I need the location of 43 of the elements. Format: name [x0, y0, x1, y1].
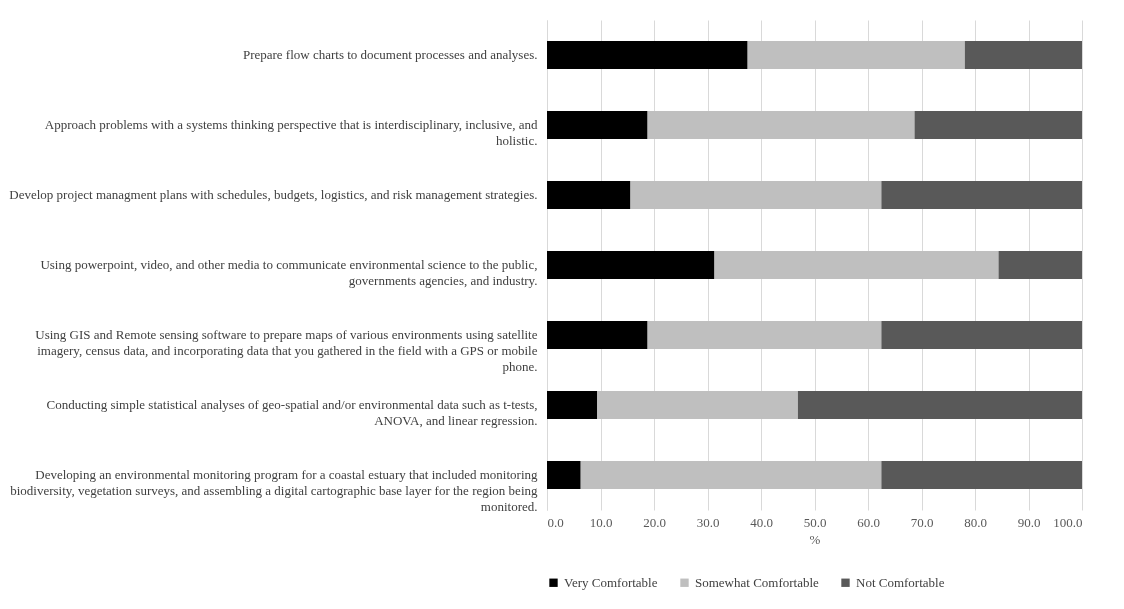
- bar: [747, 41, 965, 69]
- bar: [881, 461, 1082, 489]
- bar: [547, 461, 581, 489]
- x-tick-label: 90.0: [1017, 514, 1041, 530]
- x-tick-label: 50.0: [803, 514, 827, 530]
- bar: [580, 461, 882, 489]
- legend-label: Somewhat Comfortable: [695, 574, 820, 590]
- bar: [881, 181, 1082, 209]
- bar: [881, 321, 1082, 349]
- x-tick-label: 0.0: [547, 514, 564, 530]
- x-tick-label: 80.0: [964, 514, 987, 530]
- bar: [647, 321, 882, 349]
- legend-label: Very Comfortable: [564, 574, 658, 590]
- bar: [998, 251, 1082, 279]
- bar: [547, 391, 598, 419]
- bar: [914, 111, 1082, 139]
- bar: [647, 111, 915, 139]
- x-tick-label: 70.0: [910, 514, 934, 530]
- bar: [714, 251, 999, 279]
- bar: [547, 321, 648, 349]
- y-tick-label: Using powerpoint, video, and other media to communicate environmental science to the public, governments agencies, and industry.: [40, 257, 538, 288]
- y-tick-label: Develop project managment plans with schedules, budgets, logistics, and risk management strategies.: [9, 187, 538, 202]
- x-tick-label: 30.0: [696, 514, 720, 530]
- x-tick-label: 100.0: [1053, 514, 1083, 530]
- legend-label: Not Comfortable: [856, 574, 945, 590]
- x-tick-label: 20.0: [643, 514, 666, 530]
- bar: [547, 111, 648, 139]
- x-axis-title: %: [809, 531, 821, 547]
- bar: [797, 391, 1082, 419]
- bar: [597, 391, 798, 419]
- y-tick-label: Developing an environmental monitoring program for a coastal estuary that included monitoring biodiversity, vegetation surveys, and assembling a digital cartographic base layer for the region being monitored.: [10, 467, 538, 514]
- x-tick-label: 10.0: [589, 514, 613, 530]
- bar: [547, 181, 631, 209]
- y-tick-label: Approach problems with a systems thinking perspective that is interdisciplinary, inclusive, and holistic.: [44, 117, 538, 148]
- x-tick-label: 60.0: [857, 514, 880, 530]
- x-tick-label: 40.0: [750, 514, 773, 530]
- bar: [964, 41, 1082, 69]
- y-tick-label: Using GIS and Remote sensing software to prepare maps of various environments using satellite imagery, census data, and incorporating data that you gathered in the field with a GPS or mobile phone.: [35, 327, 538, 374]
- bar: [630, 181, 882, 209]
- y-tick-label: Conducting simple statistical analyses of geo-spatial and/or environmental data such as t-tests, ANOVA, and linear regression.: [46, 397, 538, 428]
- y-tick-label: Prepare flow charts to document processes and analyses.: [242, 47, 538, 62]
- bar: [547, 41, 748, 69]
- bar: [547, 251, 715, 279]
